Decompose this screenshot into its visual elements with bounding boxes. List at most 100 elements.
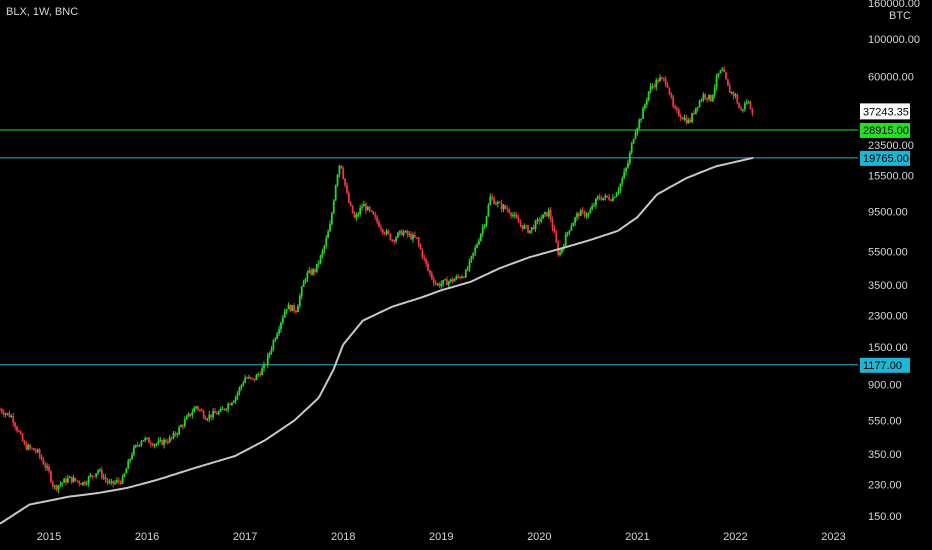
candle-body <box>472 252 475 256</box>
price-tick-label: 15500.00 <box>868 171 914 183</box>
candle-body <box>579 210 582 216</box>
price-tick-label: 1500.00 <box>868 342 908 354</box>
candle-body <box>400 230 403 236</box>
candle-body <box>70 476 73 483</box>
candle-body <box>470 255 473 261</box>
candle-body <box>496 202 499 204</box>
candle-body <box>278 329 280 334</box>
candle-body <box>91 475 94 477</box>
candle-body <box>163 439 165 445</box>
candle-body <box>732 92 735 96</box>
candle-body <box>576 213 578 218</box>
candle-body <box>413 234 416 238</box>
candle-body <box>153 444 156 446</box>
candle-body <box>521 224 524 229</box>
candle-body <box>726 79 729 86</box>
candle-body <box>370 210 373 212</box>
price-tick-label: 60000.00 <box>868 71 914 83</box>
candle-body <box>246 377 248 379</box>
candle-body <box>48 466 50 472</box>
candle-body <box>551 219 554 229</box>
candle-body <box>549 210 552 220</box>
price-tick-label: 900.00 <box>868 379 902 391</box>
candle-body <box>672 97 675 107</box>
candle-body <box>583 211 586 217</box>
moving-average-line <box>0 156 754 525</box>
candle-body <box>602 197 605 201</box>
candle-body <box>249 377 252 379</box>
candle-body <box>238 387 241 393</box>
candle-body <box>406 230 409 235</box>
candle-body <box>610 199 612 201</box>
candle-body <box>270 348 273 353</box>
candle-body <box>302 282 305 288</box>
candle-body <box>99 469 101 471</box>
candle-body <box>662 77 665 79</box>
candle-body <box>280 322 282 330</box>
candle-body <box>581 210 584 212</box>
candle-body <box>215 413 218 415</box>
candle-body <box>466 268 469 271</box>
candle-body <box>698 100 701 107</box>
candle-body <box>664 78 667 85</box>
candle-body <box>6 413 9 415</box>
candle-body <box>385 230 388 234</box>
candle-body <box>423 257 426 259</box>
candle-body <box>647 91 650 101</box>
candle-body <box>4 413 7 415</box>
candle-body <box>206 418 209 420</box>
candle-body <box>389 233 392 240</box>
candle-body <box>525 225 528 227</box>
candle-body <box>751 109 754 114</box>
candle-body <box>523 225 526 229</box>
candle-body <box>183 419 186 427</box>
candle-body <box>589 209 592 214</box>
candle-body <box>93 476 96 478</box>
candle-body <box>61 482 64 485</box>
candle-body <box>702 94 705 100</box>
candle-body <box>40 455 43 460</box>
candle-body <box>412 234 414 240</box>
candle-body <box>308 270 311 273</box>
candle-body <box>734 94 737 96</box>
candle-body <box>46 466 49 468</box>
level-badge-label: 28915.00 <box>863 125 909 137</box>
candle-body <box>613 196 616 198</box>
candle-body <box>508 209 511 213</box>
level-badge <box>860 150 910 166</box>
candle-body <box>410 233 412 240</box>
candle-body <box>402 232 405 236</box>
level-badge-label: 19765.00 <box>863 153 909 165</box>
candle-body <box>66 477 69 483</box>
candle-body <box>119 481 122 484</box>
candle-body <box>657 79 660 82</box>
candle-body <box>364 204 367 211</box>
candle-body <box>728 85 731 93</box>
candle-body <box>225 409 228 411</box>
candle-body <box>182 425 184 427</box>
candle-body <box>208 414 211 419</box>
candle-body <box>178 427 181 434</box>
candle-body <box>63 478 66 483</box>
candle-body <box>283 311 286 318</box>
candle-body <box>231 402 233 406</box>
price-tick-label: 230.00 <box>868 480 902 492</box>
candle-body <box>483 225 486 228</box>
candle-body <box>434 283 437 285</box>
candle-body <box>97 470 99 474</box>
candle-body <box>506 208 509 210</box>
candle-body <box>396 232 399 238</box>
candle-body <box>50 471 52 482</box>
candle-body <box>332 200 335 214</box>
time-axis[interactable]: 2015 2016 2017 2018 2019 2020 2021 2022 2023 <box>37 531 846 543</box>
candle-body <box>670 94 673 98</box>
candle-body <box>166 442 169 444</box>
candle-body <box>157 440 160 444</box>
current-price-badge <box>860 103 910 120</box>
price-tick-label: 100000.00 <box>868 34 920 46</box>
candle-body <box>204 417 207 420</box>
candle-body <box>8 413 11 418</box>
candle-body <box>359 207 362 215</box>
